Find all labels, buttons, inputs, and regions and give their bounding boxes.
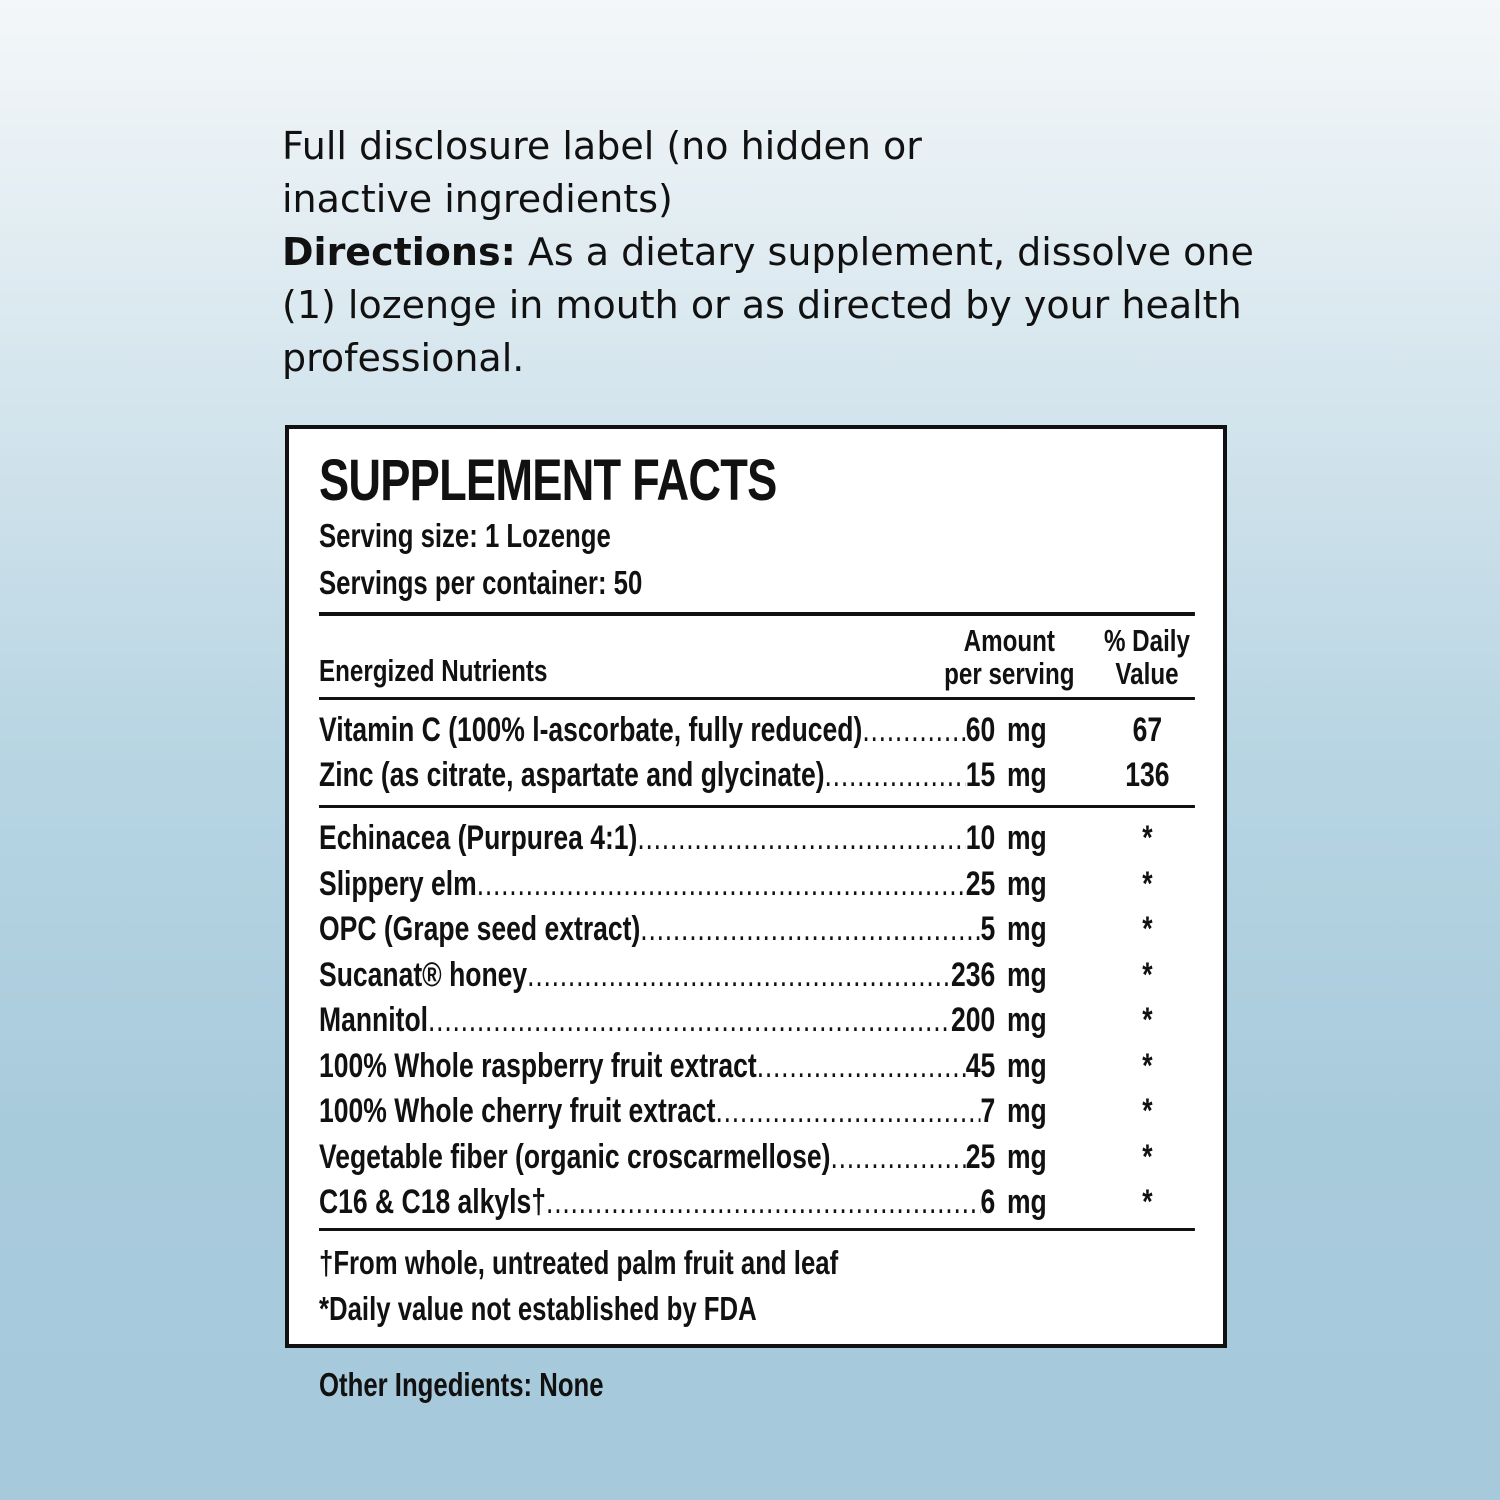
nutrient-row: 100% Whole cherry fruit extract 7 mg * (319, 1092, 1195, 1134)
nutrient-unit: mg (1006, 1092, 1047, 1130)
nutrient-unit: mg (1006, 1183, 1047, 1221)
header-daily-value: % Daily Value (1099, 624, 1195, 690)
directions-text: Directions: As a dietary supplement, dis… (282, 226, 1282, 385)
daily-value: * (1142, 1137, 1153, 1176)
nutrient-row: Slippery elm 25 mg * (319, 865, 1195, 907)
nutrient-name: C16 & C18 alkyls† (319, 1183, 547, 1221)
divider (319, 612, 1195, 616)
nutrient-unit: mg (1006, 756, 1047, 794)
nutrient-amount: 25 (965, 864, 996, 903)
divider (319, 805, 1195, 808)
nutrient-name: Echinacea (Purpurea 4:1) (319, 819, 638, 857)
footnote-palm: †From whole, untreated palm fruit and le… (319, 1244, 839, 1281)
nutrient-unit: mg (1006, 955, 1047, 994)
nutrient-name: Zinc (as citrate, aspartate and glycinat… (319, 756, 825, 794)
nutrient-name: Vitamin C (100% l-ascorbate, fully reduc… (319, 711, 863, 749)
nutrient-row: 100% Whole raspberry fruit extract 45 mg * (319, 1047, 1195, 1089)
dot-leader (546, 1183, 980, 1222)
dot-leader (640, 910, 980, 949)
nutrient-unit: mg (1006, 1001, 1047, 1039)
nutrient-unit: mg (1006, 864, 1047, 903)
nutrient-unit: mg (1006, 711, 1047, 749)
nutrient-row: OPC (Grape seed extract) 5 mg * (319, 910, 1195, 952)
nutrient-row: Vegetable fiber (organic croscarmellose)… (319, 1138, 1195, 1180)
other-ingredients: Other Ingedients: None (319, 1366, 604, 1403)
daily-value: * (1142, 955, 1153, 994)
disclosure-text: Full disclosure label (no hidden or inac… (282, 124, 922, 221)
daily-value: * (1142, 1001, 1153, 1039)
footnote-daily-value: *Daily value not established by FDA (319, 1290, 757, 1327)
nutrient-amount: 25 (965, 1137, 996, 1176)
daily-value: * (1142, 1046, 1153, 1085)
daily-value: * (1142, 1183, 1153, 1221)
nutrient-name: OPC (Grape seed extract) (319, 910, 641, 948)
header-amount-line2: per serving (944, 656, 1075, 691)
divider (319, 1228, 1195, 1231)
directions-body: As a dietary supplement, dissolve one (1… (282, 230, 1254, 380)
daily-value: * (1142, 819, 1153, 857)
dot-leader (428, 1001, 951, 1040)
nutrient-unit: mg (1006, 819, 1047, 857)
daily-value: 67 (1132, 711, 1163, 749)
daily-value: * (1142, 910, 1153, 948)
serving-size: Serving size: 1 Lozenge (319, 517, 611, 554)
header-amount-line1: Amount (963, 623, 1055, 658)
nutrient-amount: 236 (951, 955, 996, 994)
nutrient-unit: mg (1006, 1046, 1047, 1085)
nutrient-amount: 15 (965, 756, 996, 794)
header-dv-line1: % Daily (1103, 623, 1190, 658)
nutrient-row: C16 & C18 alkyls† 6 mg * (319, 1183, 1195, 1225)
nutrient-amount: 200 (951, 1001, 996, 1039)
nutrient-name: Mannitol (319, 1001, 429, 1039)
dot-leader (825, 756, 966, 795)
nutrient-row: Echinacea (Purpurea 4:1) 10 mg * (319, 819, 1195, 861)
daily-value: 136 (1125, 756, 1170, 794)
nutrient-name: 100% Whole cherry fruit extract (319, 1092, 716, 1130)
header-amount: Amount per serving (924, 624, 1096, 690)
nutrient-name: Slippery elm (319, 864, 477, 903)
nutrient-amount: 45 (965, 1046, 996, 1085)
daily-value: * (1142, 864, 1153, 903)
daily-value: * (1142, 1092, 1153, 1130)
dot-leader (527, 956, 951, 995)
dot-leader (830, 1138, 965, 1177)
nutrient-unit: mg (1006, 1137, 1047, 1176)
nutrient-name: Vegetable fiber (organic croscarmellose) (319, 1137, 831, 1176)
dot-leader (477, 865, 966, 904)
supplement-facts-panel: SUPPLEMENT FACTS Serving size: 1 Lozenge… (285, 425, 1227, 1348)
nutrient-name: Sucanat® honey (319, 955, 528, 994)
nutrient-name: 100% Whole raspberry fruit extract (319, 1046, 757, 1085)
dot-leader (715, 1092, 980, 1131)
nutrient-amount: 10 (965, 819, 996, 857)
intro-text: Full disclosure label (no hidden or inac… (282, 120, 1282, 385)
nutrient-row: Sucanat® honey 236 mg * (319, 956, 1195, 998)
dot-leader (757, 1047, 966, 1086)
nutrient-amount: 7 (980, 1092, 996, 1130)
nutrient-row: Zinc (as citrate, aspartate and glycinat… (319, 756, 1195, 798)
nutrient-amount: 60 (965, 711, 996, 749)
facts-title: SUPPLEMENT FACTS (319, 448, 777, 513)
nutrient-unit: mg (1006, 910, 1047, 948)
servings-per-container: Servings per container: 50 (319, 564, 643, 601)
nutrient-amount: 5 (980, 910, 996, 948)
dot-leader (637, 819, 965, 858)
dot-leader (862, 711, 965, 750)
header-nutrients: Energized Nutrients (319, 653, 548, 688)
divider (319, 697, 1195, 700)
directions-label: Directions: (282, 230, 516, 274)
header-dv-line2: Value (1115, 656, 1179, 691)
nutrient-row: Vitamin C (100% l-ascorbate, fully reduc… (319, 711, 1195, 753)
nutrient-row: Mannitol 200 mg * (319, 1001, 1195, 1043)
nutrient-amount: 6 (980, 1183, 996, 1221)
